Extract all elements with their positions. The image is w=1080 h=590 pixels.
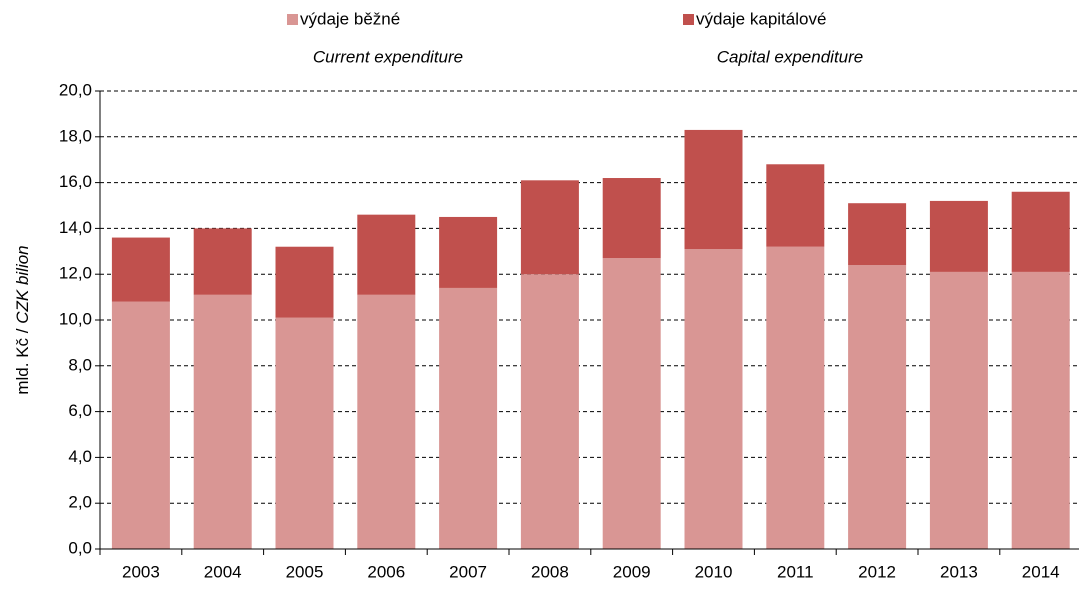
y-tick-label: 10,0 bbox=[59, 309, 92, 328]
bar-segment bbox=[929, 200, 988, 272]
y-tick-label: 6,0 bbox=[68, 401, 92, 420]
bar-segment bbox=[111, 301, 170, 549]
bar-segment bbox=[848, 203, 907, 266]
y-tick-label: 8,0 bbox=[68, 355, 92, 374]
bar-segment bbox=[439, 287, 498, 549]
bar-segment bbox=[848, 265, 907, 549]
bar-segment bbox=[111, 237, 170, 302]
legend-label: výdaje kapitálové bbox=[696, 9, 826, 28]
legend-subtitle: Capital expenditure bbox=[717, 47, 863, 66]
bar-segment bbox=[602, 258, 661, 549]
y-tick-label: 0,0 bbox=[68, 538, 92, 557]
x-tick-label: 2007 bbox=[449, 562, 487, 581]
y-axis-label: mld. Kč / CZK bilion bbox=[13, 245, 32, 394]
legend-swatch bbox=[287, 14, 298, 25]
x-tick-label: 2009 bbox=[613, 562, 651, 581]
bar-segment bbox=[520, 274, 579, 549]
bar-segment bbox=[439, 216, 498, 288]
y-tick-label: 2,0 bbox=[68, 493, 92, 512]
bar-segment bbox=[766, 246, 825, 549]
bar-segment bbox=[275, 317, 334, 549]
y-axis-label-en: CZK bilion bbox=[13, 245, 32, 323]
x-tick-label: 2010 bbox=[695, 562, 733, 581]
y-tick-label: 18,0 bbox=[59, 126, 92, 145]
bar-segment bbox=[602, 178, 661, 259]
bar-segment bbox=[520, 180, 579, 275]
y-tick-label: 20,0 bbox=[59, 80, 92, 99]
y-tick-label: 16,0 bbox=[59, 172, 92, 191]
bar-segment bbox=[357, 214, 416, 295]
bar-segment bbox=[193, 294, 252, 549]
bar-segment bbox=[357, 294, 416, 549]
y-tick-label: 12,0 bbox=[59, 264, 92, 283]
legend-swatch bbox=[683, 14, 694, 25]
bar-segment bbox=[1011, 191, 1070, 272]
bar-segment bbox=[766, 164, 825, 247]
legend-subtitle: Current expenditure bbox=[313, 47, 463, 66]
bar-segment bbox=[1011, 271, 1070, 549]
x-tick-label: 2005 bbox=[286, 562, 324, 581]
x-tick-label: 2006 bbox=[367, 562, 405, 581]
bar-segment bbox=[193, 228, 252, 295]
x-tick-label: 2008 bbox=[531, 562, 569, 581]
bar-segment bbox=[929, 271, 988, 549]
bar-segment bbox=[275, 246, 334, 318]
bar-segment bbox=[684, 129, 743, 250]
y-tick-label: 14,0 bbox=[59, 218, 92, 237]
legend-label: výdaje běžné bbox=[300, 9, 400, 28]
x-tick-label: 2011 bbox=[777, 562, 814, 581]
x-tick-label: 2013 bbox=[940, 562, 978, 581]
x-tick-label: 2004 bbox=[204, 562, 242, 581]
x-tick-label: 2003 bbox=[122, 562, 160, 581]
x-tick-label: 2014 bbox=[1022, 562, 1060, 581]
bar-segment bbox=[684, 249, 743, 549]
y-axis-label-cz: mld. Kč / bbox=[13, 324, 32, 395]
y-tick-label: 4,0 bbox=[68, 447, 92, 466]
x-tick-label: 2012 bbox=[858, 562, 896, 581]
